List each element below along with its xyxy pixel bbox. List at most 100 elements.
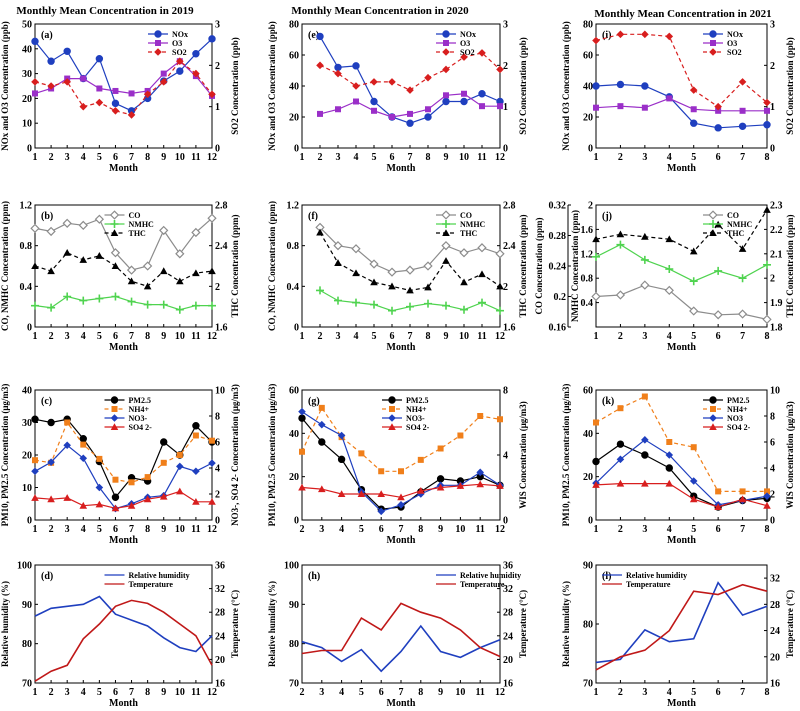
panel-j-ytick-inner-label: 0.28 — [549, 231, 567, 242]
panel-l-xtick-label: 3 — [642, 687, 647, 698]
panel-f-series-co-point — [405, 265, 415, 275]
panel-f-ylabel-left: CO, NMHC Concentration (ppm) — [267, 201, 277, 331]
panel-f-xlabel: Month — [387, 342, 416, 353]
panel-f-series-co-point — [495, 249, 505, 259]
panel-d-xtick-label: 2 — [49, 687, 54, 698]
panel-i-xtick-label: 7 — [740, 152, 745, 163]
panel-i-xtick-label: 4 — [667, 152, 672, 163]
panel-k-series-pm2-5-point — [665, 464, 673, 472]
panel-b-xtick-label: 10 — [175, 331, 185, 342]
panel-a-xtick-label: 8 — [145, 152, 150, 163]
panel-c-xtick-label: 5 — [97, 524, 102, 535]
panel-j-ytick-right-label: 2 — [770, 274, 775, 285]
panel-a-xlabel: Month — [109, 163, 138, 174]
panel-k-ytick-left-label: 0 — [588, 516, 593, 527]
panel-g-series-so4-2--point — [298, 483, 306, 491]
panel-c-legend-nh4--text: NH4+ — [129, 405, 150, 414]
panel-f-series-thc-point — [388, 282, 396, 290]
panel-i-ylabel-right: SO2 Concentration (ppb) — [785, 37, 795, 135]
panel-g-series-nh4--point — [437, 445, 444, 452]
title-2021: Monthly Mean Concentration in 2021 — [594, 8, 771, 20]
panel-a-xtick-label: 6 — [113, 152, 118, 163]
panel-l-xtick-label: 6 — [716, 687, 721, 698]
panel-g-series-nh4--point — [358, 450, 365, 457]
panel-c-ytick-left-label: 10 — [22, 483, 32, 494]
panel-k-legend-pm2-5-text: PM2.5 — [727, 396, 749, 405]
panel-b-series-thc-point — [127, 277, 136, 285]
panel-a-xtick-label: 5 — [97, 152, 102, 163]
panel-e-series-so2-point — [316, 61, 324, 70]
panel-g-legend-no3--text: NO3- — [406, 414, 425, 423]
panel-f-legend-co-text: CO — [460, 211, 472, 220]
panel-g-frame — [301, 389, 501, 521]
panel-i-xlabel: Month — [667, 163, 696, 174]
panel-j-xtick-label: 2 — [618, 331, 623, 342]
panel-c-legend-nh4--marker — [111, 406, 118, 412]
panel-f-xtick-label: 2 — [318, 331, 323, 342]
panel-i-series-so2-point — [592, 36, 600, 45]
panel-b-series-thc-point — [208, 267, 216, 275]
panel-f-series-co-point — [441, 241, 451, 251]
panel-h-ytick-right-label: 32 — [503, 584, 513, 595]
panel-j-series-nmhc-point — [738, 274, 747, 283]
panel-g-ytick-left-label: 40 — [289, 429, 299, 440]
panel-d-ytick-left-label: 100 — [17, 561, 32, 572]
panel-a-series-o3-point — [112, 87, 119, 94]
panel-b-series-co-point — [142, 261, 153, 271]
panel-f-xtick-label: 6 — [390, 331, 395, 342]
panel-b-ytick-left-label: 0 — [27, 323, 32, 334]
panel-b-series-nmhc-point — [95, 294, 104, 303]
panel-f-legend-thc-text: THC — [460, 229, 478, 238]
panel-g-xtick-label: 3 — [319, 524, 324, 535]
panel-d-xtick-label: 11 — [191, 687, 200, 698]
panel-b-series-thc-point — [95, 252, 104, 259]
panel-j-xlabel: Month — [667, 342, 696, 353]
panel-d-ytick-right-label: 24 — [215, 631, 225, 642]
panel-a-frame — [34, 23, 213, 149]
panel-k-series-pm2-5-point — [592, 457, 600, 466]
panel-f-xtick-label: 12 — [495, 331, 505, 342]
panel-e-ylabel-left: NOx and O3 Concentration (ppb) — [267, 21, 277, 151]
panel-e-series-o3-point — [389, 114, 395, 120]
panel-c-xtick-label: 7 — [129, 524, 134, 535]
panel-g-series-so4-2--point — [436, 483, 445, 491]
panel-d-series-relative-humidity-line — [34, 595, 213, 653]
panel-c-xtick-label: 8 — [145, 524, 150, 535]
panel-a-xtick-label: 3 — [65, 152, 70, 163]
panel-d-ytick-left-label: 70 — [22, 679, 32, 690]
panel-l-xtick-label: 8 — [765, 687, 770, 698]
panel-i-series-so2-point — [616, 30, 625, 39]
panel-b-series-thc-point — [63, 248, 71, 256]
panel-h-ytick-right-label: 36 — [503, 561, 513, 572]
panel-i-ytick-left-label: 0 — [588, 144, 593, 155]
panel-b-legend-nmhc-marker — [110, 220, 119, 228]
title-2019: Monthly Mean Concentration in 2019 — [16, 5, 194, 17]
panel-c-series-pm2-5-point — [79, 435, 87, 443]
panel-f-series-co-point — [387, 267, 397, 277]
panel-b-series-thc-point — [111, 262, 120, 269]
panel-k-series-so4-2--point — [689, 495, 698, 503]
panel-i-series-o3-line — [595, 97, 767, 112]
panel-k-ytick-left-label: 20 — [583, 472, 593, 483]
panel-g-series-so4-2--point — [397, 493, 405, 501]
panel-j-ytick-right-label: 1.8 — [770, 323, 783, 334]
panel-f-xtick-label: 9 — [444, 331, 449, 342]
panel-c-series-so4-2--point — [143, 495, 152, 503]
panel-b-series-nmhc-point — [31, 301, 39, 310]
panel-f-legend-nmhc-text: NMHC — [460, 220, 486, 229]
panel-d-ylabel-left: Relative humidity (%) — [0, 581, 10, 667]
panel-g-series-no3--point — [476, 468, 484, 477]
panel-j-series-thc-point — [665, 235, 674, 243]
panel-b-ytick-right-label: 2.4 — [215, 241, 228, 252]
panel-c-series-no3--point — [95, 483, 104, 492]
panel-j-series-thc-line — [595, 209, 768, 253]
panel-l-xtick-label: 4 — [667, 687, 672, 698]
panel-d-xtick-label: 8 — [145, 687, 150, 698]
panel-j-legend-nmhc-text: NMHC — [727, 220, 753, 229]
panel-a-ytick-right-label: 0 — [215, 144, 220, 155]
panel-l-ytick-left-label: 90 — [583, 561, 593, 572]
panel-i-series-so2-point — [641, 30, 649, 39]
panel-g-label: (g) — [308, 396, 320, 407]
panel-b-series-co-point — [175, 249, 185, 259]
panel-j-series-thc-point — [616, 230, 625, 238]
